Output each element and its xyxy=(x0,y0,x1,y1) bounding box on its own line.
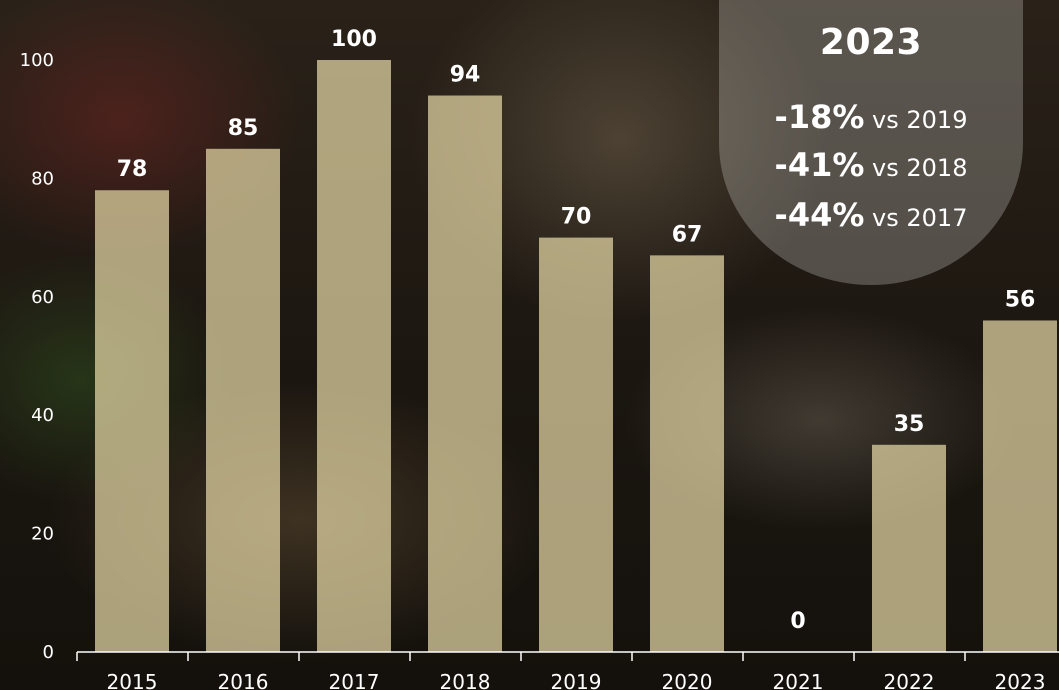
callout-value: -44% xyxy=(774,196,865,234)
x-tick-label-2017: 2017 xyxy=(329,670,380,690)
data-label-2018: 94 xyxy=(450,63,481,88)
bar-2020 xyxy=(650,255,724,653)
bar-2023 xyxy=(983,320,1057,652)
callout-value: -18% xyxy=(774,98,865,136)
callout-row-2017: -44% vs 2017 xyxy=(719,196,1023,234)
y-tick-label-60: 60 xyxy=(31,287,54,308)
x-tick-label-2015: 2015 xyxy=(107,670,158,690)
bar-2016 xyxy=(206,148,280,653)
x-tick-label-2020: 2020 xyxy=(662,670,713,690)
x-tick-label-2021: 2021 xyxy=(773,670,824,690)
data-label-2017: 100 xyxy=(331,27,377,52)
data-label-2016: 85 xyxy=(228,116,259,141)
x-tick-label-2018: 2018 xyxy=(440,670,491,690)
y-tick-label-100: 100 xyxy=(20,50,54,71)
y-axis: 0 20 40 60 80 100 xyxy=(20,50,54,663)
bar-series xyxy=(95,60,1057,653)
data-label-2023: 56 xyxy=(1005,287,1036,312)
callout-compare-text: vs 2019 xyxy=(872,106,968,134)
callout-title: 2023 xyxy=(819,22,923,63)
callout-compare-text: vs 2018 xyxy=(872,154,968,182)
callout-row-2018: -41% vs 2018 xyxy=(719,146,1023,184)
x-axis: 2015 2016 2017 2018 2019 2020 2021 2022 2023 xyxy=(76,651,1059,690)
y-tick-label-20: 20 xyxy=(31,524,54,545)
data-label-2020: 67 xyxy=(672,222,703,247)
data-labels: 78 85 100 94 70 67 0 35 56 xyxy=(117,27,1036,634)
callout-value: -41% xyxy=(774,146,865,184)
x-tick-label-2023: 2023 xyxy=(995,670,1046,690)
data-label-2021: 0 xyxy=(790,609,805,634)
data-label-2019: 70 xyxy=(561,205,592,230)
bar-2017 xyxy=(317,60,391,652)
callout-row-2019: -18% vs 2019 xyxy=(719,98,1023,136)
bar-2018 xyxy=(428,95,502,652)
comparison-callout: 2023 -18% vs 2019 -41% vs 2018 -44% vs 2… xyxy=(719,0,1023,285)
y-tick-label-0: 0 xyxy=(43,642,54,663)
bar-2019 xyxy=(539,237,613,652)
x-tick-label-2022: 2022 xyxy=(884,670,935,690)
x-tick-label-2019: 2019 xyxy=(551,670,602,690)
callout-compare-text: vs 2017 xyxy=(872,204,968,232)
y-tick-label-40: 40 xyxy=(31,405,54,426)
x-tick-label-2016: 2016 xyxy=(218,670,269,690)
y-tick-label-80: 80 xyxy=(31,168,54,189)
data-label-2015: 78 xyxy=(117,157,148,182)
bar-2015 xyxy=(95,190,169,653)
data-label-2022: 35 xyxy=(894,412,925,437)
bar-2022 xyxy=(872,444,946,652)
